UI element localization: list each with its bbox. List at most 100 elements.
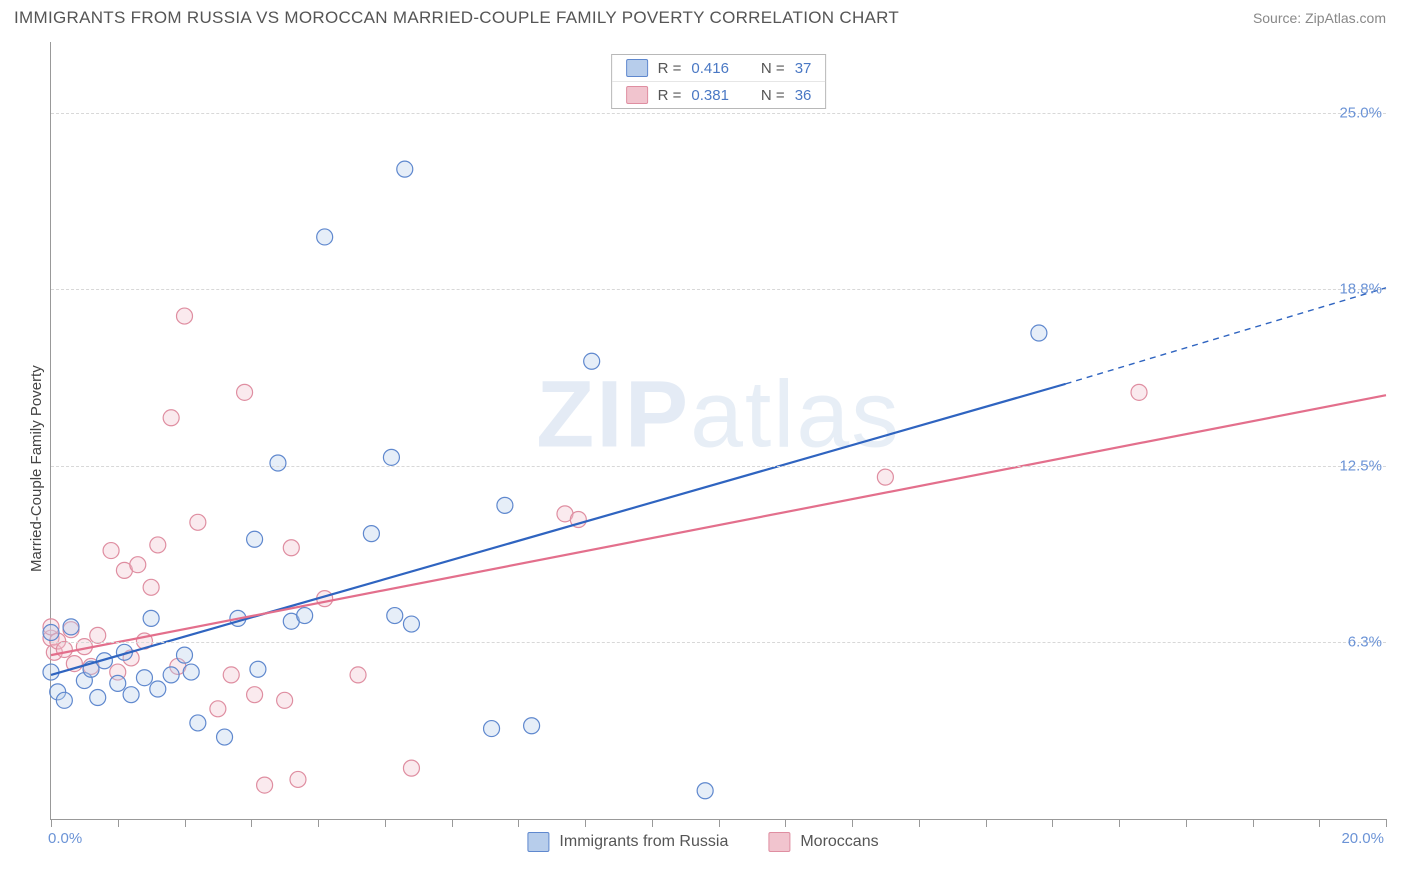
data-point [90,690,106,706]
legend-item: Immigrants from Russia [527,832,728,852]
data-point [297,608,313,624]
data-point [190,514,206,530]
x-tick [585,819,586,827]
data-point [403,616,419,632]
x-tick [385,819,386,827]
gridline [51,642,1386,643]
plot-svg [51,42,1386,819]
gridline [51,466,1386,467]
trend-line [51,395,1386,655]
legend-item: Moroccans [768,832,878,852]
x-tick [785,819,786,827]
data-point [387,608,403,624]
x-axis-max-label: 20.0% [1341,830,1384,847]
x-axis-min-label: 0.0% [48,830,82,847]
x-tick [185,819,186,827]
trend-line [51,384,1066,675]
trend-line-extrapolated [1066,288,1386,384]
data-point [497,497,513,513]
header: IMMIGRANTS FROM RUSSIA VS MOROCCAN MARRI… [0,0,1406,32]
data-point [150,681,166,697]
x-tick [986,819,987,827]
x-tick [652,819,653,827]
x-tick [518,819,519,827]
data-point [1131,384,1147,400]
y-axis-title: Married-Couple Family Poverty [28,365,45,572]
data-point [110,675,126,691]
data-point [223,667,239,683]
data-point [317,229,333,245]
y-tick-label: 18.8% [1339,281,1388,298]
data-point [397,161,413,177]
legend-swatch [768,832,790,852]
x-tick [118,819,119,827]
legend-n-value: 37 [795,60,812,77]
legend-label: Moroccans [800,833,878,851]
source: Source: ZipAtlas.com [1253,10,1386,26]
data-point [143,610,159,626]
data-point [56,692,72,708]
legend-swatch [626,59,648,77]
legend-stats: R = 0.416 N = 37 R = 0.381 N = 36 [611,54,827,109]
x-tick [1319,819,1320,827]
legend-swatch [626,86,648,104]
data-point [63,619,79,635]
legend-stats-row: R = 0.381 N = 36 [612,81,826,108]
data-point [56,641,72,657]
data-point [123,687,139,703]
data-point [524,718,540,734]
x-tick [852,819,853,827]
x-tick [452,819,453,827]
data-point [350,667,366,683]
data-point [150,537,166,553]
data-point [1031,325,1047,341]
data-point [210,701,226,717]
x-tick [1186,819,1187,827]
data-point [247,531,263,547]
x-tick [1052,819,1053,827]
legend-r-value: 0.416 [691,60,729,77]
data-point [143,579,159,595]
data-point [177,647,193,663]
data-point [247,687,263,703]
data-point [163,667,179,683]
data-point [290,771,306,787]
y-tick-label: 12.5% [1339,457,1388,474]
data-point [136,670,152,686]
legend-swatch [527,832,549,852]
legend-series: Immigrants from Russia Moroccans [527,832,878,852]
legend-label: Immigrants from Russia [559,833,728,851]
data-point [363,526,379,542]
x-tick [919,819,920,827]
x-tick [1119,819,1120,827]
chart-title: IMMIGRANTS FROM RUSSIA VS MOROCCAN MARRI… [14,8,899,28]
x-tick [1253,819,1254,827]
legend-r-value: 0.381 [691,87,729,104]
x-tick [318,819,319,827]
legend-n-value: 36 [795,87,812,104]
data-point [270,455,286,471]
data-point [484,721,500,737]
data-point [403,760,419,776]
data-point [130,557,146,573]
x-tick [719,819,720,827]
gridline [51,113,1386,114]
data-point [163,410,179,426]
data-point [43,664,59,680]
data-point [250,661,266,677]
data-point [584,353,600,369]
data-point [183,664,199,680]
plot-area: ZIPatlas R = 0.416 N = 37 R = 0.381 N = … [50,42,1386,820]
source-label: Source: [1253,10,1301,26]
x-tick [1386,819,1387,827]
data-point [90,627,106,643]
data-point [383,449,399,465]
data-point [190,715,206,731]
y-tick-label: 25.0% [1339,104,1388,121]
data-point [283,540,299,556]
data-point [103,543,119,559]
gridline [51,289,1386,290]
data-point [697,783,713,799]
source-link[interactable]: ZipAtlas.com [1305,10,1386,26]
data-point [257,777,273,793]
